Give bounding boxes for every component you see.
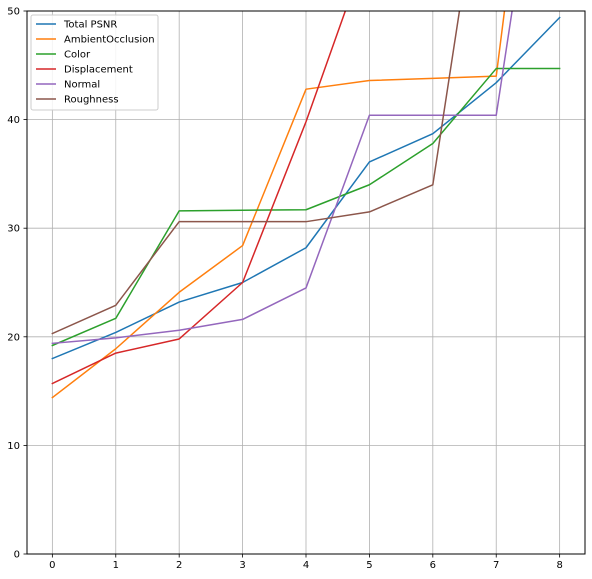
series-lines [51, 11, 561, 399]
series-line-color [51, 67, 561, 347]
x-tick-label: 2 [176, 560, 182, 571]
x-tick-label: 6 [430, 560, 436, 571]
series-line-total-psnr [51, 16, 561, 360]
y-tick-label: 20 [7, 332, 20, 343]
y-tick-label: 10 [7, 441, 20, 452]
x-tick-label: 5 [366, 560, 372, 571]
y-tick-label: 50 [7, 7, 20, 18]
axis-ticks: 0 1 2 3 4 5 6 7 8 0 10 20 30 40 50 [7, 7, 563, 572]
series-line-ambientocclusion [51, 11, 506, 399]
legend-label: AmbientOcclusion [64, 35, 155, 46]
y-tick-label: 30 [7, 224, 20, 235]
y-tick-label: 40 [7, 115, 20, 126]
y-tick-label: 0 [14, 550, 20, 561]
legend-label: Total PSNR [63, 20, 117, 31]
series-line-roughness [51, 11, 461, 335]
legend-label: Normal [64, 80, 100, 91]
legend-frame [30, 14, 159, 111]
series-line-normal [51, 11, 513, 345]
x-tick-label: 4 [303, 560, 309, 571]
x-tick-label: 3 [239, 560, 245, 571]
legend-label: Roughness [64, 95, 119, 106]
legend: Total PSNR AmbientOcclusion Color Displacem… [30, 14, 159, 111]
series-line-displacement [51, 11, 347, 385]
x-tick-label: 8 [556, 560, 562, 571]
legend-label: Color [64, 50, 91, 61]
x-tick-label: 0 [49, 560, 55, 571]
legend-label: Displacement [64, 65, 133, 76]
x-tick-label: 1 [113, 560, 119, 571]
x-tick-label: 7 [493, 560, 499, 571]
